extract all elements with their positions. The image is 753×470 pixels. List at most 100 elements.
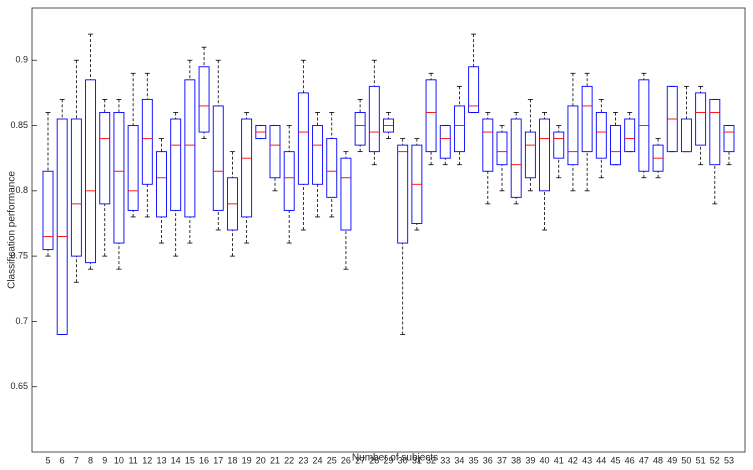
- box: [397, 144, 409, 244]
- box: [581, 85, 593, 153]
- box: [127, 125, 139, 211]
- box: [354, 112, 366, 146]
- x-tick-label: 27: [355, 455, 365, 465]
- x-tick-label: 49: [667, 455, 677, 465]
- box: [85, 79, 97, 264]
- y-axis-label: Classification performance: [7, 171, 18, 289]
- box: [99, 112, 111, 205]
- x-tick-label: 10: [114, 455, 124, 465]
- box: [567, 105, 579, 166]
- box: [595, 112, 607, 159]
- box: [170, 118, 182, 211]
- y-tick-label: 0.85: [10, 120, 28, 130]
- x-tick-label: 44: [596, 455, 606, 465]
- box: [453, 105, 465, 153]
- x-tick-label: 5: [45, 455, 50, 465]
- x-tick-label: 21: [270, 455, 280, 465]
- y-tick-label: 0.65: [10, 381, 28, 391]
- box: [709, 98, 721, 166]
- box: [198, 66, 210, 133]
- x-tick-label: 22: [284, 455, 294, 465]
- x-tick-label: 38: [511, 455, 521, 465]
- y-tick-label: 0.75: [10, 250, 28, 260]
- box: [723, 125, 735, 153]
- box: [56, 118, 68, 335]
- box: [610, 125, 621, 166]
- x-tick-label: 37: [497, 455, 507, 465]
- y-tick-label: 0.7: [15, 316, 28, 326]
- x-tick-label: 13: [156, 455, 166, 465]
- x-tick-label: 18: [227, 455, 237, 465]
- x-tick-label: 28: [369, 455, 379, 465]
- x-tick-label: 12: [142, 455, 152, 465]
- x-tick-label: 7: [74, 455, 79, 465]
- x-tick-label: 40: [540, 455, 550, 465]
- x-tick-label: 30: [398, 455, 408, 465]
- x-tick-label: 29: [383, 455, 393, 465]
- x-tick-label: 11: [128, 455, 137, 465]
- box: [297, 92, 309, 185]
- box: [113, 112, 125, 244]
- x-tick-label: 23: [298, 455, 308, 465]
- box: [141, 98, 153, 185]
- box: [482, 118, 494, 172]
- x-tick-label: 48: [653, 455, 663, 465]
- x-tick-label: 26: [341, 455, 351, 465]
- box: [368, 85, 380, 153]
- x-tick-label: 52: [710, 455, 720, 465]
- x-tick-label: 25: [327, 455, 337, 465]
- box: [695, 92, 707, 146]
- box: [553, 131, 565, 159]
- y-tick-label: 0.9: [15, 55, 28, 65]
- x-tick-label: 16: [199, 455, 209, 465]
- y-tick-label: 0.8: [15, 185, 28, 195]
- x-tick-label: 41: [554, 455, 564, 465]
- box: [70, 118, 82, 257]
- box: [241, 118, 253, 218]
- plot-frame: [31, 7, 746, 453]
- box: [269, 125, 281, 179]
- box: [184, 79, 196, 218]
- box: [510, 118, 522, 198]
- x-tick-label: 15: [185, 455, 195, 465]
- box: [212, 105, 224, 211]
- box: [425, 79, 437, 153]
- box: [340, 157, 352, 231]
- box: [468, 66, 480, 113]
- x-axis-label: Number of subjects: [352, 453, 438, 464]
- x-tick-label: 50: [681, 455, 691, 465]
- x-tick-label: 31: [412, 455, 422, 465]
- box: [326, 138, 338, 198]
- x-tick-label: 35: [469, 455, 479, 465]
- x-tick-label: 39: [525, 455, 535, 465]
- x-tick-label: 8: [88, 455, 93, 465]
- x-tick-label: 45: [610, 455, 620, 465]
- box: [496, 131, 508, 166]
- x-tick-label: 17: [213, 455, 223, 465]
- x-tick-label: 9: [102, 455, 107, 465]
- box: [42, 170, 54, 251]
- x-tick-label: 51: [696, 455, 706, 465]
- x-tick-label: 42: [568, 455, 578, 465]
- x-tick-label: 20: [256, 455, 266, 465]
- x-tick-label: 19: [242, 455, 252, 465]
- box: [312, 125, 324, 185]
- box: [439, 125, 451, 159]
- box: [539, 118, 551, 192]
- box: [283, 151, 295, 211]
- box: [524, 131, 536, 179]
- x-tick-label: 43: [582, 455, 592, 465]
- x-tick-label: 46: [625, 455, 635, 465]
- box: [624, 118, 636, 153]
- x-tick-label: 34: [454, 455, 464, 465]
- box: [156, 151, 167, 218]
- x-tick-label: 14: [171, 455, 181, 465]
- x-tick-label: 33: [440, 455, 450, 465]
- x-tick-label: 36: [483, 455, 493, 465]
- x-tick-label: 32: [426, 455, 436, 465]
- x-tick-label: 53: [724, 455, 734, 465]
- x-tick-label: 6: [60, 455, 65, 465]
- x-tick-label: 47: [639, 455, 649, 465]
- x-tick-label: 24: [313, 455, 323, 465]
